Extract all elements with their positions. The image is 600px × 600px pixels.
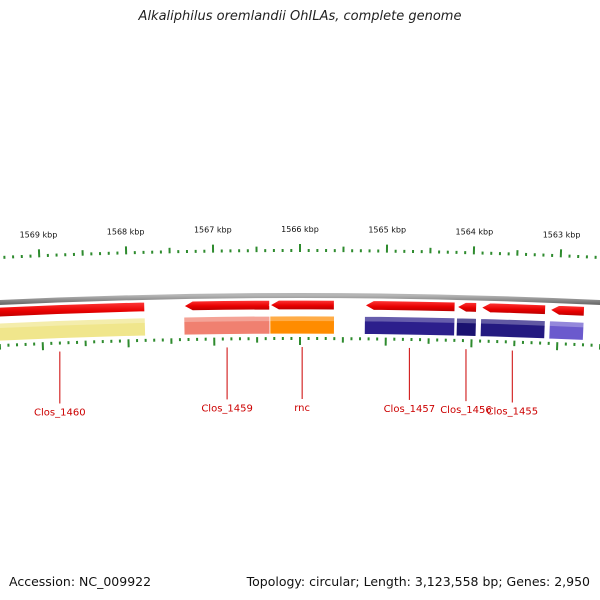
ruler-ticks-top [3,244,597,259]
gene-band-highlight [549,320,584,328]
gene-band [269,315,335,335]
ruler-label: 1563 kbp [543,230,581,239]
gene-arrow [548,304,586,317]
gene-band-highlight [456,317,477,324]
gene-arrow [479,302,547,316]
gene-row-category [0,315,585,342]
gene-label: Clos_1455 [487,407,539,418]
gene-arrow [0,301,146,318]
ruler-label: 1566 kbp [281,225,319,234]
gene-label: Clos_1460 [34,407,86,418]
ruler-labels: 1569 kbp 1568 kbp 1567 kbp 1566 kbp 1565 kbp… [20,225,581,239]
gene-label: Clos_1456 [440,405,492,416]
gene-label: Clos_1457 [384,404,436,415]
accession-text: Accession: NC_009922 [9,574,152,589]
ruler-label: 1568 kbp [107,227,145,236]
backbone-line [0,293,600,306]
genome-summary-text: Topology: circular; Length: 3,123,558 bp… [246,574,590,589]
ruler-label: 1569 kbp [20,230,58,239]
gene-band-highlight [364,316,455,323]
ruler-ticks-bottom [0,337,600,351]
gene-band-highlight [183,316,270,323]
gene-band-highlight [269,316,335,322]
gene-band [548,320,585,341]
map-title: Alkaliphilus oremlandii OhILAs, complete… [138,9,462,24]
gene-labels: Clos_1460 Clos_1459 rnc Clos_1457 Clos_1456C… [34,347,538,418]
gene-label: rnc [294,403,310,414]
gene-band-highlight [0,317,146,329]
gene-band-highlight [480,318,546,326]
gene-band [0,317,146,342]
gene-row-strand [0,299,586,318]
backbone-arc [0,293,600,306]
gene-band [479,318,546,340]
gene-arrow [363,299,456,313]
gene-arrow [182,299,271,312]
ruler-label: 1564 kbp [456,227,494,236]
gene-arrow [268,299,336,311]
gene-label: Clos_1459 [201,403,253,414]
gene-arrow [455,301,478,314]
ruler-label: 1567 kbp [194,226,232,235]
ruler-label: 1565 kbp [368,226,406,235]
gene-band [455,317,477,337]
gene-band [363,315,456,337]
